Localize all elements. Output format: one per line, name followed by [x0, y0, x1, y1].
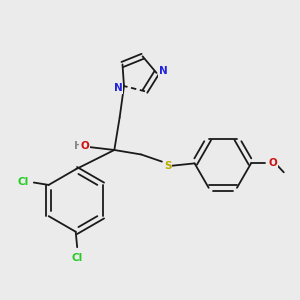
- Text: O: O: [80, 141, 89, 152]
- Text: Cl: Cl: [18, 177, 29, 187]
- Text: N: N: [159, 66, 167, 76]
- Text: S: S: [164, 161, 172, 171]
- Text: H: H: [74, 141, 82, 151]
- Text: N: N: [114, 83, 122, 93]
- Text: Cl: Cl: [72, 253, 83, 263]
- Text: O: O: [268, 158, 277, 168]
